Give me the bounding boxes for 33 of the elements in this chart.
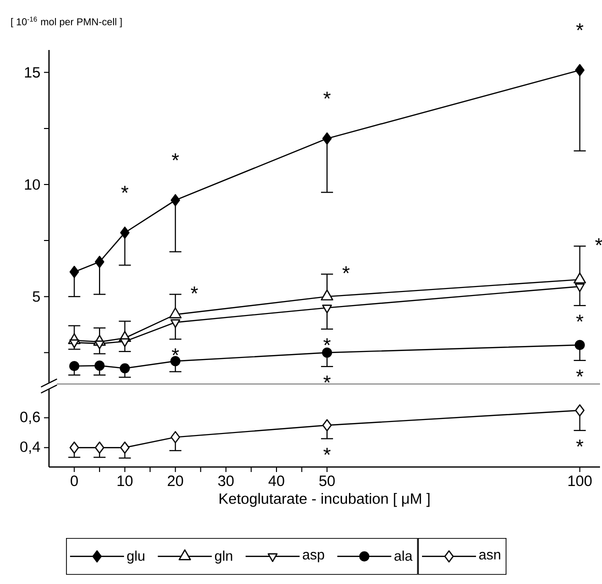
annotation: * xyxy=(576,370,584,377)
y-axis-title: [ 10$^{-16}$ mol per PMN-cell ] xyxy=(11,16,122,28)
x-tick-label: 0 xyxy=(70,476,78,486)
legend-label: asn xyxy=(479,552,500,560)
annotation: * xyxy=(323,376,331,383)
x-tick-label: 30 xyxy=(218,476,234,486)
annotation: * xyxy=(323,448,331,455)
y-tick-label: 15 xyxy=(25,67,40,78)
y-tick-label: 10 xyxy=(25,179,40,190)
annotation: * xyxy=(121,186,128,193)
annotation: * xyxy=(595,238,602,246)
y-tick-label: 5 xyxy=(32,291,40,302)
y-tick-label: 0,6 xyxy=(20,412,40,424)
x-tick-label: 100 xyxy=(568,476,592,486)
y-tick-label: 0,4 xyxy=(20,441,40,454)
legend-label: glu xyxy=(127,550,144,564)
annotation: * xyxy=(342,266,350,274)
legend-label: gln xyxy=(214,550,232,564)
x-tick-label: 50 xyxy=(319,476,335,486)
annotation: * xyxy=(323,338,331,346)
x-tick-label: 40 xyxy=(268,476,284,486)
annotation: * xyxy=(323,92,331,99)
annotation: * xyxy=(576,23,584,30)
annotation: * xyxy=(576,314,584,322)
annotation: * xyxy=(172,153,179,160)
x-axis-title: Ketoglutarate - incubation [ μM ] xyxy=(220,492,430,507)
annotation: * xyxy=(576,440,584,447)
annotation: * xyxy=(172,348,179,356)
x-tick-label: 20 xyxy=(168,476,184,486)
x-tick-label: 10 xyxy=(118,476,133,486)
annotation: * xyxy=(190,286,198,294)
legend-label: asp xyxy=(302,552,324,562)
legend-label: ala xyxy=(394,550,413,561)
